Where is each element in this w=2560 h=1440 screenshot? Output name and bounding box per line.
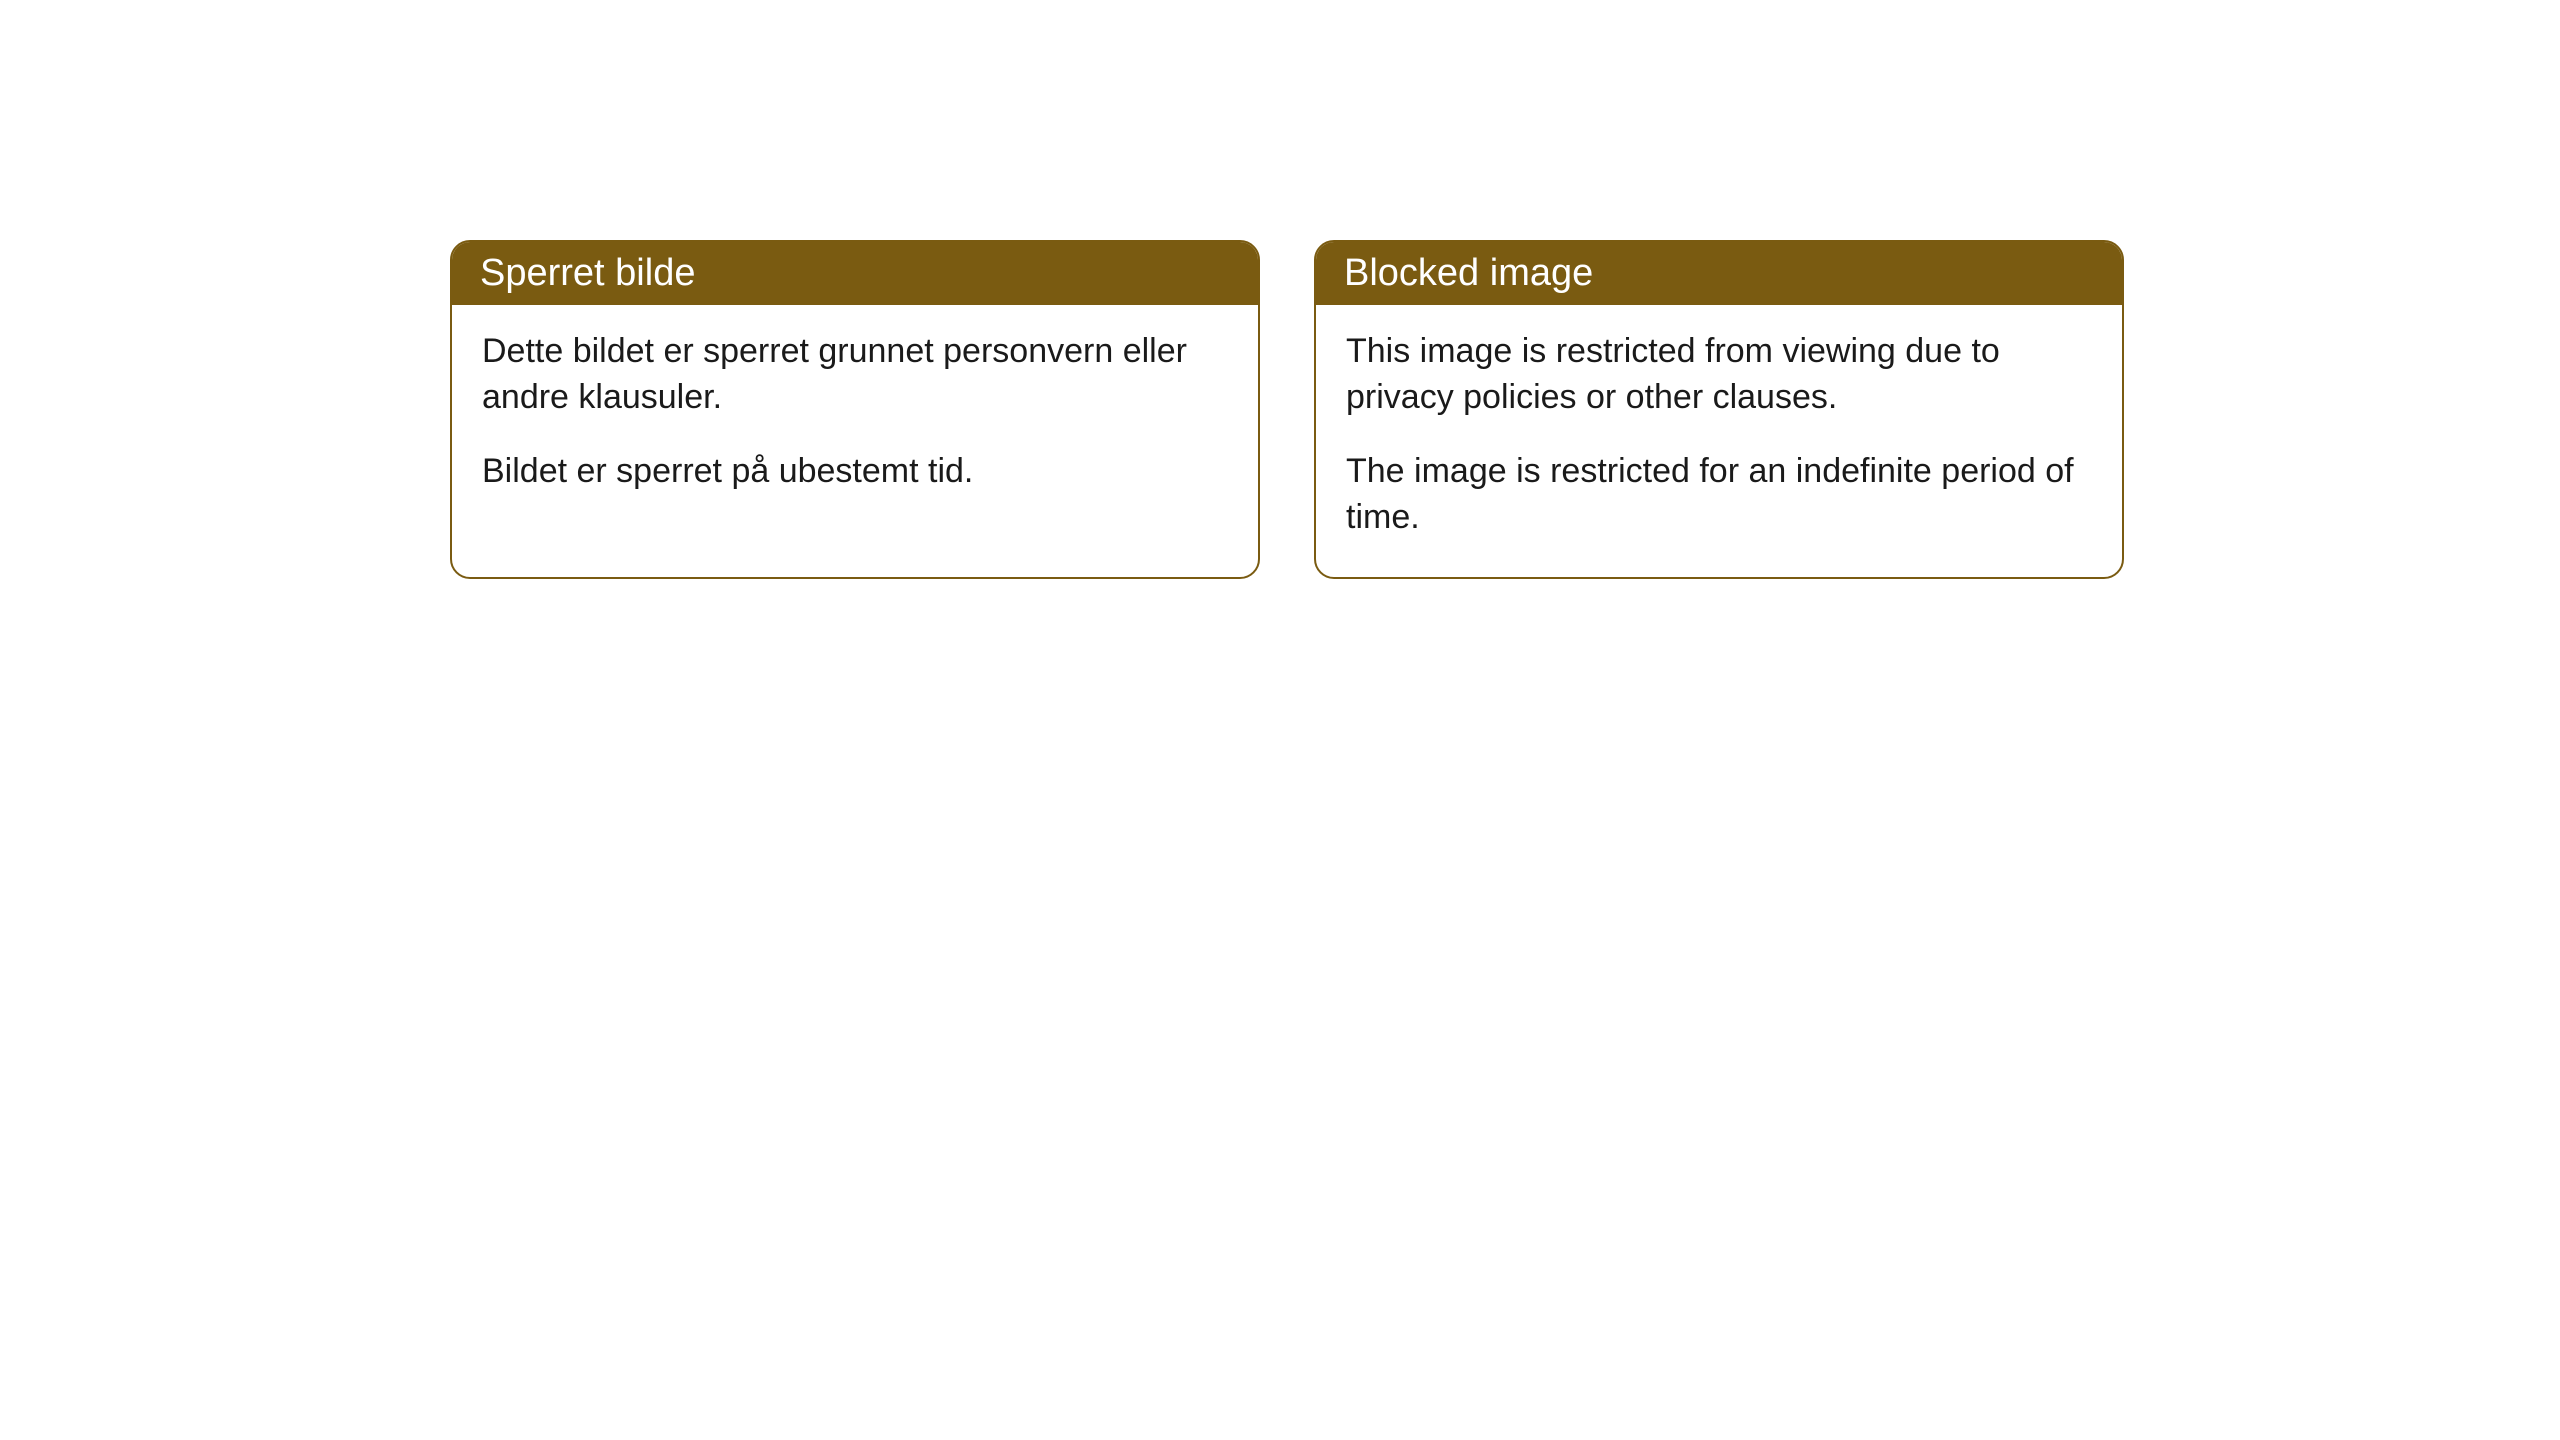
card-title: Blocked image <box>1344 252 1593 294</box>
notice-cards-container: Sperret bilde Dette bildet er sperret gr… <box>0 0 2560 579</box>
card-paragraph: Dette bildet er sperret grunnet personve… <box>482 329 1228 421</box>
card-body-english: This image is restricted from viewing du… <box>1316 305 2122 577</box>
card-header-norwegian: Sperret bilde <box>452 242 1258 305</box>
card-header-english: Blocked image <box>1316 242 2122 305</box>
notice-card-english: Blocked image This image is restricted f… <box>1314 240 2124 579</box>
card-body-norwegian: Dette bildet er sperret grunnet personve… <box>452 305 1258 531</box>
card-paragraph: This image is restricted from viewing du… <box>1346 329 2092 421</box>
notice-card-norwegian: Sperret bilde Dette bildet er sperret gr… <box>450 240 1260 579</box>
card-title: Sperret bilde <box>480 252 695 294</box>
card-paragraph: The image is restricted for an indefinit… <box>1346 449 2092 541</box>
card-paragraph: Bildet er sperret på ubestemt tid. <box>482 449 1228 495</box>
